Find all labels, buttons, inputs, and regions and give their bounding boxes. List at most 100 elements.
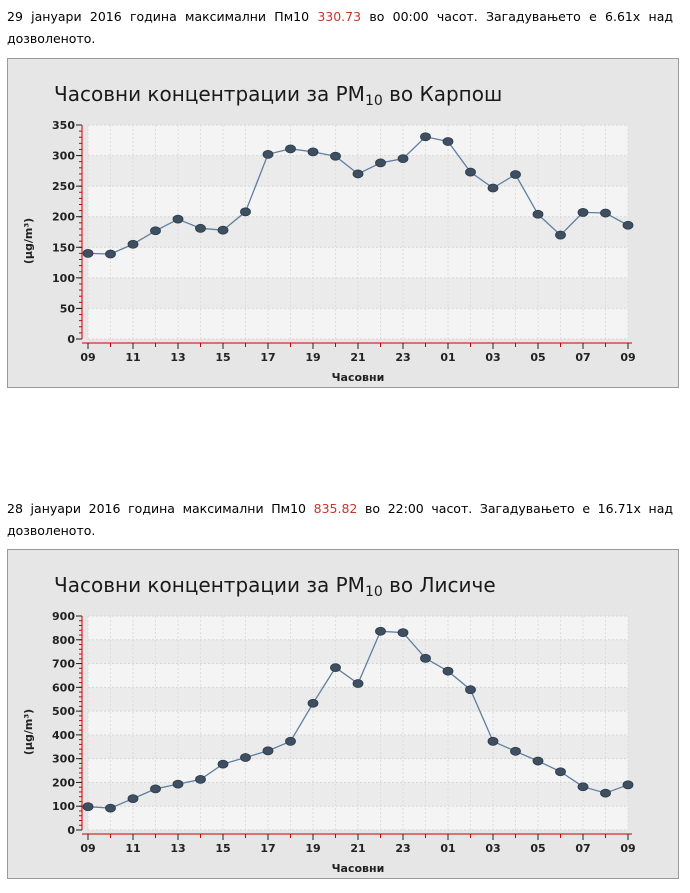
chart-svg-karposh: Часовни концентрации за PM10 во Карпош 0… (22, 82, 636, 384)
x-tick-label: 01 (440, 351, 455, 364)
y-tick-label: 250 (52, 180, 75, 193)
data-point (217, 759, 229, 769)
grid-band (88, 734, 628, 759)
x-tick-label: 09 (80, 351, 95, 364)
data-point (150, 784, 161, 794)
y-tick-label: 350 (52, 119, 75, 132)
y-axis-label: (µg/m³) (22, 218, 35, 264)
x-tick-label: 11 (125, 351, 140, 364)
paragraph-karposh: 29 јануари 2016 година максимални Пм10 3… (7, 6, 673, 50)
data-point (555, 230, 566, 240)
y-tick-label: 100 (52, 800, 75, 813)
grid-band (88, 639, 628, 664)
data-point (622, 220, 634, 230)
data-point (397, 628, 409, 638)
max-value-highlight: 330.73 (317, 9, 362, 24)
x-tick-label: 01 (440, 842, 455, 855)
data-point (105, 803, 116, 813)
x-tick-label: 17 (260, 842, 275, 855)
y-tick-label: 200 (52, 211, 75, 224)
data-point (420, 653, 431, 663)
y-tick-label: 300 (52, 150, 75, 163)
data-point (352, 169, 364, 179)
data-point (442, 137, 454, 146)
data-point (150, 226, 161, 236)
data-point (465, 685, 476, 695)
x-tick-label: 15 (215, 842, 230, 855)
plot-area: 0 100 200 300 400 500 600 700 800 900 09 11 13 15 17 19… (52, 610, 636, 855)
data-point (420, 132, 431, 142)
data-point (285, 736, 296, 746)
paragraph-text-before: 29 јануари 2016 година максимални Пм10 (7, 9, 318, 24)
data-point (262, 149, 274, 159)
x-tick-label: 15 (215, 351, 230, 364)
data-point (240, 207, 251, 217)
y-axis-label: (µg/m³) (22, 709, 35, 755)
x-tick-label: 13 (170, 842, 185, 855)
data-point (375, 158, 386, 168)
paragraph-text-after: во 22:00 часот. Загадувањето е 16.71x на… (7, 501, 673, 538)
y-tick-label: 100 (52, 272, 75, 285)
data-point (600, 208, 611, 218)
data-point (577, 208, 589, 217)
data-point (622, 780, 634, 790)
x-tick-label: 21 (350, 842, 365, 855)
y-tick-label: 0 (67, 333, 75, 346)
grid-band (88, 687, 628, 712)
chart-title: Часовни концентрации за PM10 во Карпош (54, 82, 502, 109)
y-tick-label: 300 (52, 753, 75, 766)
chart-lisiche: Часовни концентрации за PM10 во Лисиче 0… (7, 549, 679, 879)
chart-title: Часовни концентрации за PM10 во Лисиче (54, 573, 496, 600)
chart-svg-lisiche: Часовни концентрации за PM10 во Лисиче 0… (22, 573, 636, 875)
x-tick-label: 09 (620, 351, 635, 364)
data-point (600, 788, 611, 798)
x-tick-label: 05 (530, 842, 545, 855)
data-point (307, 147, 319, 157)
data-point (555, 767, 566, 777)
x-tick-label: 03 (485, 351, 500, 364)
data-point (375, 626, 386, 636)
y-tick-label: 500 (52, 705, 75, 718)
y-tick-label: 200 (52, 776, 75, 789)
x-axis-label: Часовни (332, 371, 385, 384)
paragraph-text-before: 28 јануари 2016 година максимални Пм10 (7, 501, 314, 516)
x-tick-label: 17 (260, 351, 275, 364)
y-tick-label: 700 (52, 658, 75, 671)
x-tick-label: 23 (395, 842, 410, 855)
y-tick-label: 600 (52, 681, 75, 694)
data-point (397, 154, 409, 164)
chart-karposh: Часовни концентрации за PM10 во Карпош 0… (7, 58, 679, 388)
x-tick-label: 23 (395, 351, 410, 364)
data-point (240, 753, 251, 762)
data-point (127, 794, 139, 804)
x-tick-label: 21 (350, 351, 365, 364)
y-tick-label: 900 (52, 610, 75, 623)
data-point (195, 774, 206, 784)
data-point (172, 779, 184, 789)
x-axis-label: Часовни (332, 862, 385, 875)
y-tick-label: 150 (52, 241, 75, 254)
data-point (285, 144, 296, 154)
x-tick-label: 09 (620, 842, 635, 855)
data-point (82, 802, 94, 812)
data-point (330, 663, 341, 672)
data-point (330, 151, 341, 161)
paragraph-lisiche: 28 јануари 2016 година максимални Пм10 8… (7, 498, 673, 542)
x-tick-label: 13 (170, 351, 185, 364)
data-point (465, 167, 476, 177)
data-point (105, 249, 116, 259)
paragraph-text-after: во 00:00 часот. Загадувањето е 6.61x над… (7, 9, 674, 46)
x-tick-label: 07 (575, 842, 590, 855)
data-point (510, 170, 521, 179)
x-tick-label: 07 (575, 351, 590, 364)
x-tick-label: 19 (305, 842, 320, 855)
data-point (307, 698, 319, 708)
x-tick-label: 19 (305, 351, 320, 364)
data-point (510, 746, 521, 756)
y-tick-label: 50 (60, 302, 76, 315)
x-tick-label: 03 (485, 842, 500, 855)
y-tick-label: 800 (52, 634, 75, 647)
data-point (127, 239, 139, 249)
data-point (195, 223, 206, 233)
data-point (577, 782, 589, 792)
